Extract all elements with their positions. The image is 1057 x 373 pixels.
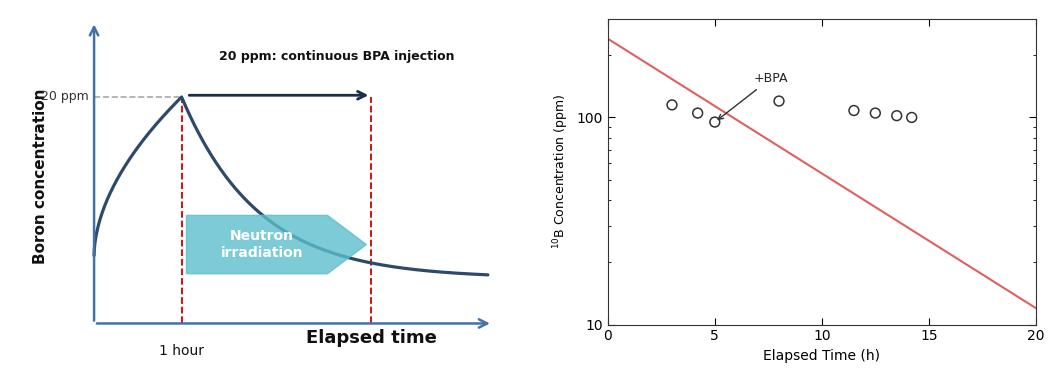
- Text: Neutron
irradiation: Neutron irradiation: [221, 229, 303, 260]
- Point: [771, 98, 787, 104]
- Point: [846, 107, 863, 113]
- X-axis label: Elapsed Time (h): Elapsed Time (h): [763, 349, 880, 363]
- Point: [706, 119, 723, 125]
- Point: [888, 113, 905, 119]
- Point: [664, 102, 681, 108]
- Text: 20 ppm: 20 ppm: [41, 91, 89, 103]
- Y-axis label: $^{10}$B Concentration (ppm): $^{10}$B Concentration (ppm): [552, 94, 571, 249]
- Text: 1 hour: 1 hour: [160, 344, 204, 358]
- Point: [904, 115, 921, 120]
- Text: +BPA: +BPA: [718, 72, 787, 119]
- FancyArrow shape: [186, 215, 367, 274]
- Text: Boron concentration: Boron concentration: [33, 88, 48, 264]
- Text: Elapsed time: Elapsed time: [305, 329, 437, 348]
- Point: [867, 110, 884, 116]
- Point: [689, 110, 706, 116]
- Text: 20 ppm: continuous BPA injection: 20 ppm: continuous BPA injection: [220, 50, 455, 63]
